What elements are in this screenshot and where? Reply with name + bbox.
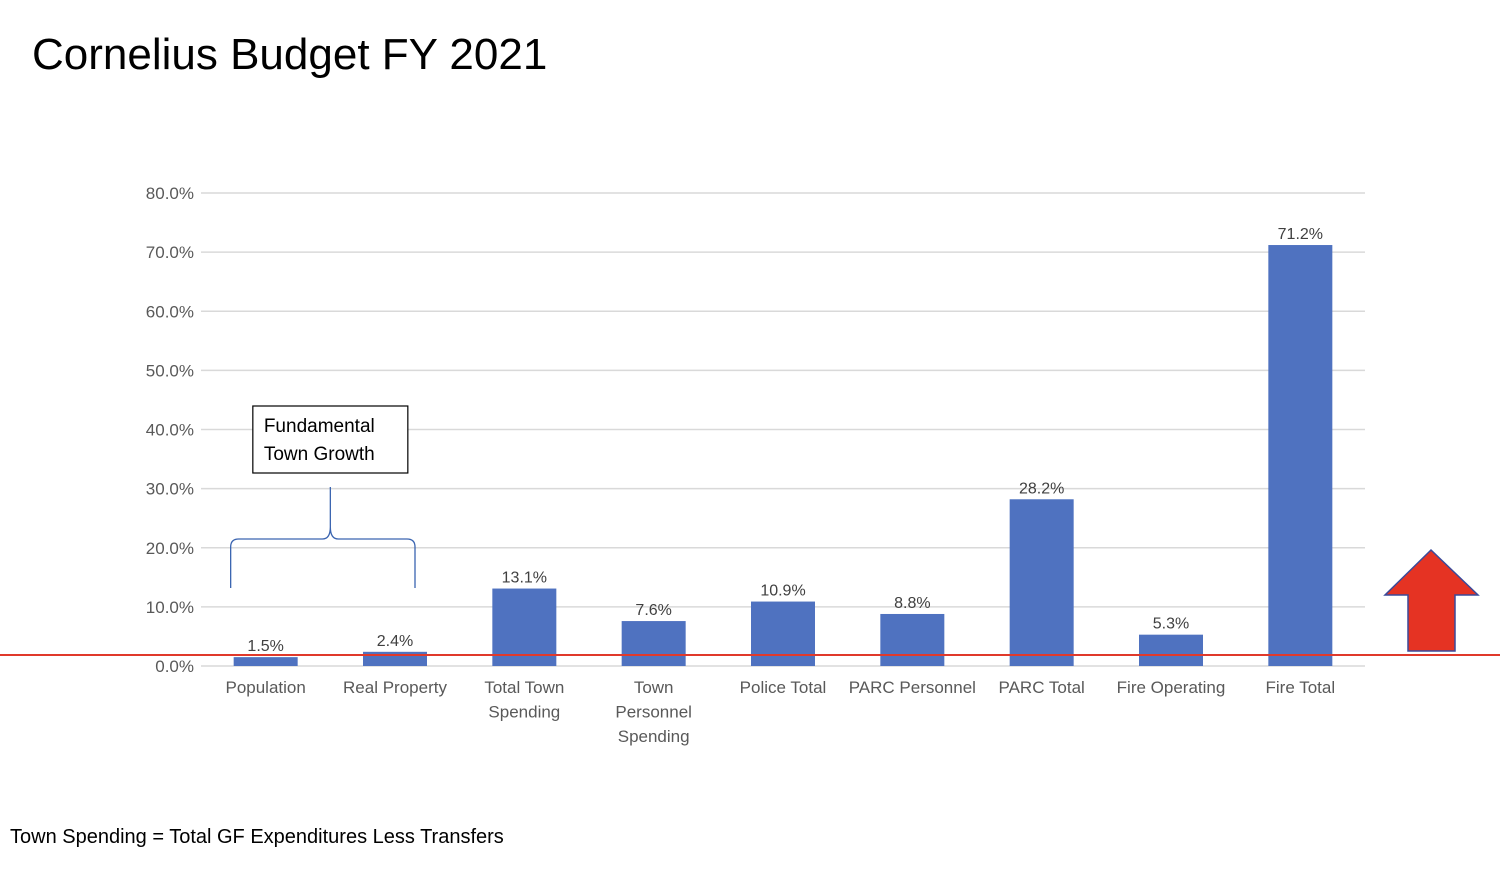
y-tick-label: 60.0% [146,302,194,321]
data-label: 8.8% [894,595,930,612]
slide-title: Cornelius Budget FY 2021 [32,30,548,79]
category-label: Town Personnel Spending [615,678,692,746]
up-arrow-icon [1383,548,1480,652]
data-label: 1.5% [247,638,283,655]
y-tick-label: 0.0% [155,657,194,676]
annotation-text: Town Growth [264,444,375,465]
overlay [0,548,1500,656]
y-tick-label: 10.0% [146,598,194,617]
bar [363,651,427,666]
category-label: PARC Personnel [849,678,976,697]
y-tick-label: 40.0% [146,421,194,440]
bar [1139,634,1203,666]
bar [621,621,686,666]
category-label: Fire Operating [1117,678,1226,697]
annotation-box [252,405,409,474]
category-label: Real Property [343,678,447,697]
bar [1268,245,1333,666]
y-tick-label: 20.0% [146,539,194,558]
brace [230,487,416,588]
y-tick-label: 70.0% [146,243,194,262]
y-tick-label: 50.0% [146,361,194,380]
bar [1009,499,1074,666]
y-axis-ticks: 0.0% 10.0% 20.0% 30.0% 40.0% 50.0% 60.0% 70.0% 8… [146,184,194,676]
bar [880,613,945,666]
bar [233,657,298,666]
bar [492,588,557,666]
y-tick-label: 30.0% [146,480,194,499]
bar [751,601,815,666]
category-label: Police Total [740,678,827,697]
annotation: Fundamental Town Growth [230,405,416,588]
annotation-text: Fundamental [264,416,375,437]
data-label: 10.9% [760,583,805,600]
data-label: 13.1% [502,570,547,587]
category-labels: Population Real Property Total Town Spendin… [225,678,1335,746]
y-tick-label: 80.0% [146,184,194,203]
data-label: 71.2% [1278,226,1323,243]
data-label: 5.3% [1153,616,1189,633]
data-labels: 1.5% 2.4% 13.1% 7.6% 10.9% 8.8% 28.2% 5.3% 71.2% [247,226,1323,655]
category-label: Fire Total [1266,678,1336,697]
category-label: Population [225,678,305,697]
data-label: 7.6% [635,602,671,619]
category-label: Total Town Spending [484,678,564,722]
data-label: 2.4% [377,633,413,650]
data-label: 28.2% [1019,480,1064,497]
category-label: PARC Total [999,678,1085,697]
footnote: Town Spending = Total GF Expenditures Le… [10,826,504,848]
